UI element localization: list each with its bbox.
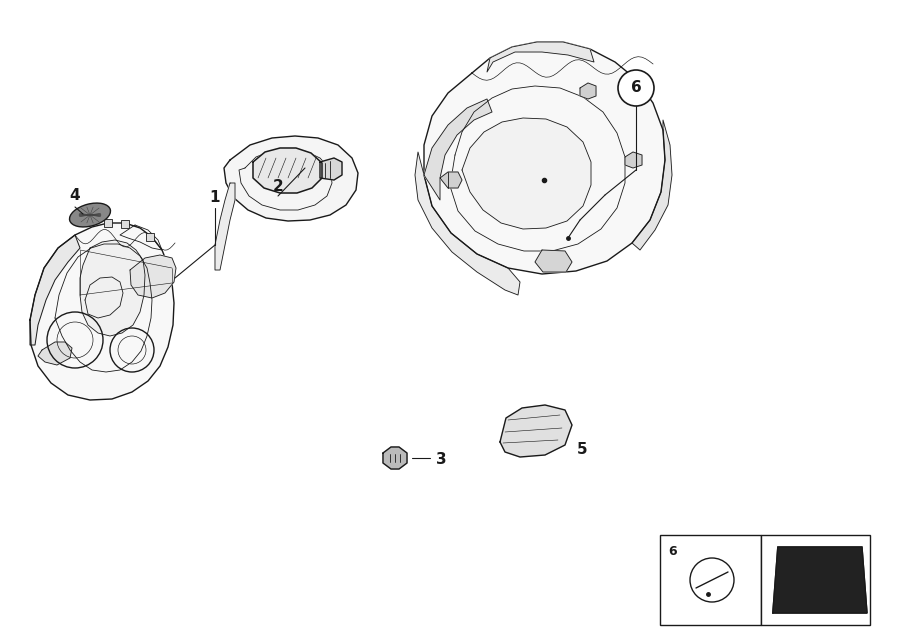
Polygon shape [625,152,642,168]
Bar [146,233,154,241]
Polygon shape [424,99,492,200]
Text: 2: 2 [273,179,284,194]
Polygon shape [85,277,123,318]
Text: 3: 3 [436,452,446,467]
Circle shape [618,70,654,106]
Text: 4: 4 [69,188,80,203]
Bar [121,220,129,228]
Text: 1: 1 [210,190,220,205]
Polygon shape [415,152,520,295]
Polygon shape [320,158,342,180]
Polygon shape [462,118,591,229]
Bar [660,535,760,625]
Polygon shape [30,223,174,400]
Polygon shape [535,250,572,272]
Polygon shape [30,235,80,345]
Polygon shape [383,447,407,469]
Polygon shape [424,42,665,274]
Polygon shape [500,405,572,457]
Polygon shape [773,547,867,613]
Polygon shape [253,148,322,193]
Polygon shape [487,42,594,72]
Polygon shape [80,240,145,336]
Polygon shape [215,183,235,270]
Text: 6: 6 [631,81,642,95]
Text: 5: 5 [577,443,588,457]
Polygon shape [224,136,358,221]
Bar [104,219,112,227]
Polygon shape [440,172,462,188]
Text: 6: 6 [668,545,677,558]
Polygon shape [632,120,672,250]
Ellipse shape [69,203,111,227]
Bar [760,535,870,625]
Polygon shape [38,342,72,365]
Polygon shape [130,255,176,298]
Polygon shape [580,83,596,99]
